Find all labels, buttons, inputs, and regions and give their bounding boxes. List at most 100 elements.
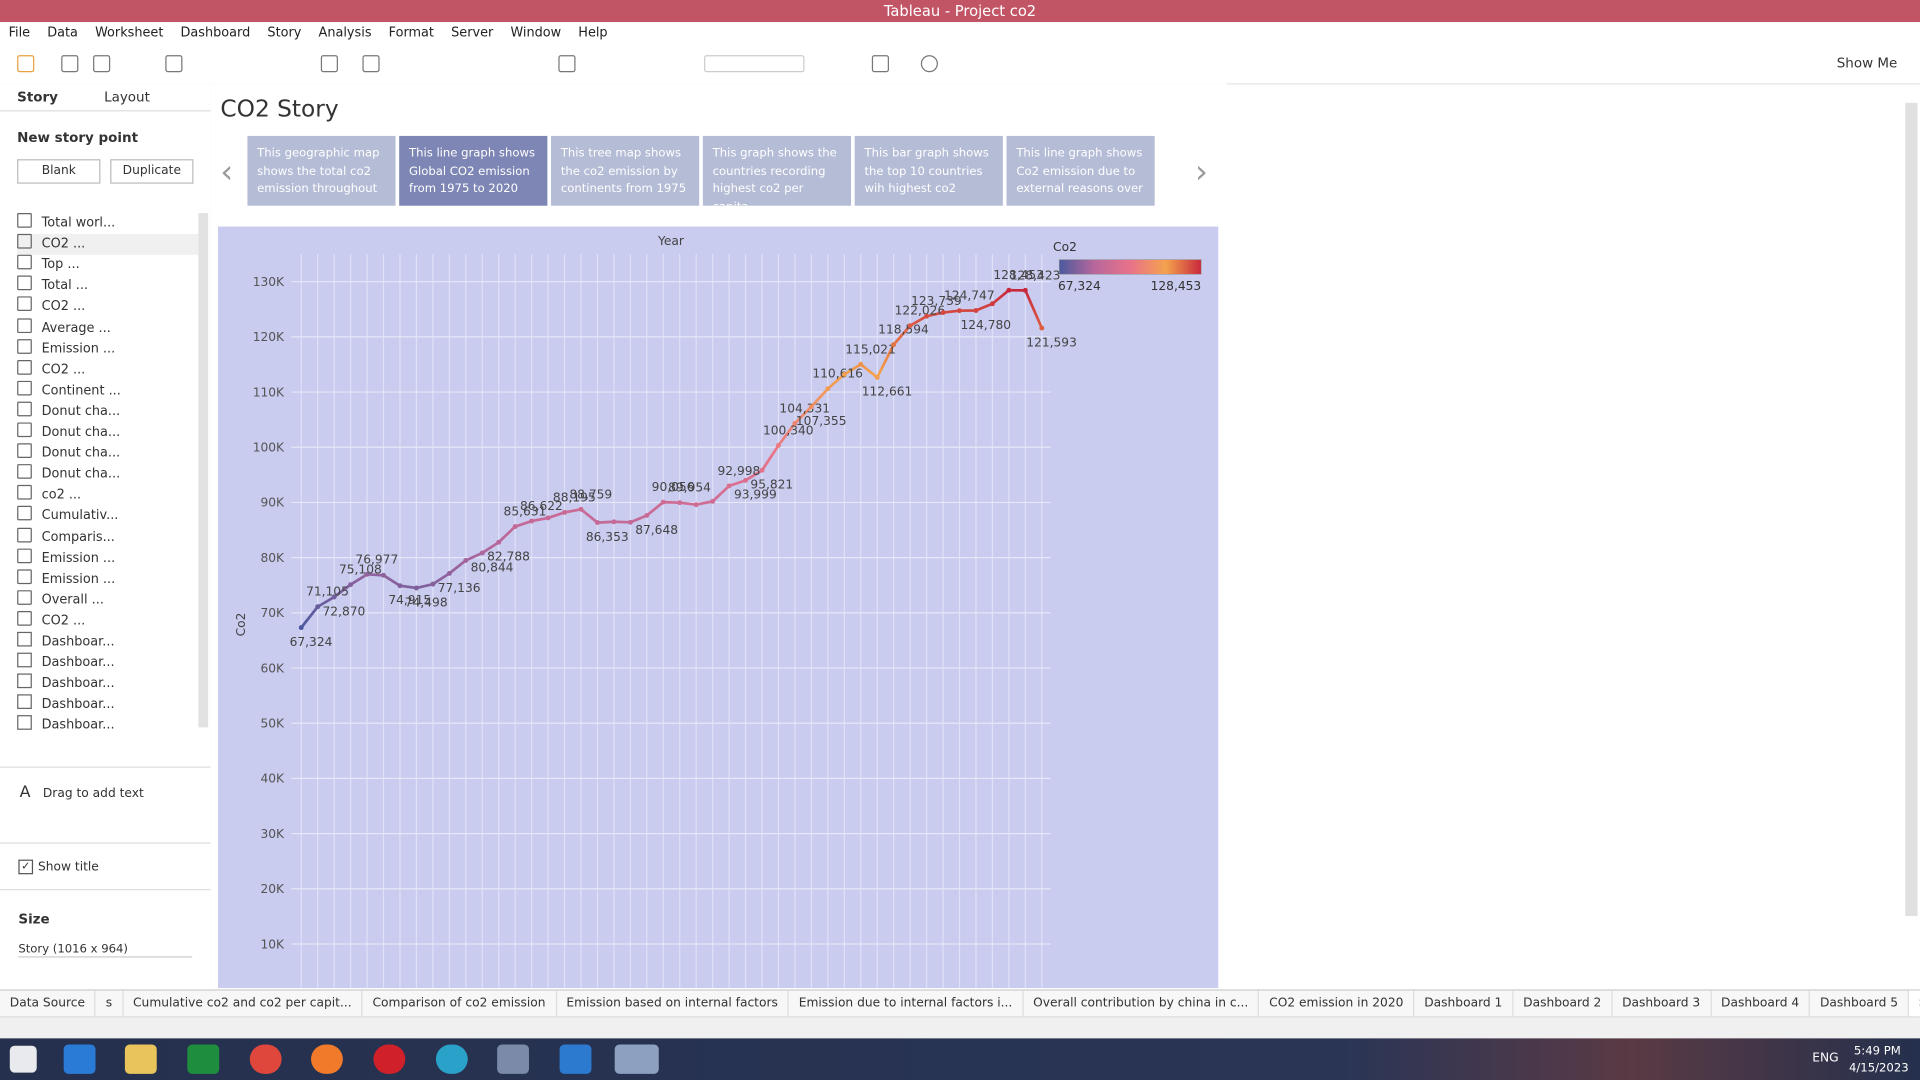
sheet-item[interactable]: co2 ... [17,485,198,506]
sheet-name: Donut cha... [41,466,121,482]
language[interactable]: ENG [1812,1051,1839,1066]
data-point [957,308,962,314]
new-sheet[interactable] [320,55,338,73]
dashboard-item[interactable]: Dashboar... [17,673,198,695]
sheet-tab[interactable]: CO2 emission in 2020 [1259,990,1415,1018]
story-point[interactable]: This graph shows the countries recording… [702,135,852,206]
edge[interactable] [435,1044,468,1074]
sheet-tab[interactable]: Emission based on internal factors [557,990,789,1018]
dashboard-item[interactable]: Dashboar... [17,652,198,674]
store[interactable] [187,1044,220,1074]
clock-date[interactable]: 4/15/2023 [1848,1061,1909,1076]
menu-item[interactable]: Server [451,25,494,41]
story-point[interactable]: This bar graph shows the top 10 countrie… [854,135,1003,206]
menu-item[interactable]: Worksheet [95,25,164,41]
app[interactable] [497,1044,529,1074]
sheet-item[interactable]: Total ... [17,275,198,297]
sheet-tab[interactable]: Dashboard 4 [1711,990,1811,1018]
tableau-icon[interactable] [17,55,35,73]
show-me[interactable]: Show Me [1836,55,1898,72]
sheet-tab[interactable]: Emission due to internal factors i... [789,990,1024,1018]
menu-item[interactable]: File [8,25,31,41]
sheet-icon [17,213,32,228]
blank-button[interactable]: Blank [17,159,101,184]
tableau-app[interactable] [614,1044,659,1074]
undo[interactable] [61,55,79,73]
sheet-item[interactable]: Total worl... [17,213,198,234]
sheet-tab[interactable]: Data Source [0,990,97,1018]
sheet-item[interactable]: Donut cha... [17,422,198,443]
sheet-item[interactable]: Comparis... [17,527,198,548]
sheet-tab[interactable]: Comparison of co2 emission [363,990,557,1018]
story-point[interactable]: This tree map shows the co2 emission by … [551,135,700,206]
sheet-tab[interactable]: s [96,990,124,1018]
dashboard-item[interactable]: Dashboar... [17,715,198,737]
story-point[interactable]: This line graph shows Global CO2 emissio… [399,135,548,206]
sheet-item[interactable]: Overall ... [17,589,198,611]
sheet-icon [17,296,32,312]
clock-time[interactable]: 5:49 PM [1853,1044,1901,1058]
sheet-item[interactable]: CO2 ... [17,610,198,632]
sheet-tab[interactable]: Dashboard 5 [1810,990,1910,1018]
sheet-item[interactable]: Emission ... [17,548,198,569]
sheet-item[interactable]: CO2 ... [17,359,198,381]
sheet-item[interactable]: Donut cha... [17,401,198,422]
sheet-item[interactable]: CO2 ... [17,296,198,318]
sheet-item[interactable]: Donut cha... [17,464,198,485]
divider [0,766,211,768]
drag-text[interactable]: Drag to add text [42,787,144,801]
prev-arrow[interactable]: ‹ [220,154,234,192]
dashboard-item[interactable]: Dashboar... [17,694,198,716]
menu-item[interactable]: Window [510,25,562,41]
next-arrow[interactable]: › [1195,154,1208,192]
show-title-checkbox[interactable]: ✓ [18,859,34,875]
fit-dropdown[interactable] [704,55,805,73]
text-icon: A [19,783,31,803]
story-point[interactable]: This geographic map shows the total co2 … [247,135,396,206]
sheet-tab[interactable]: Dashboard 3 [1612,990,1712,1018]
highlight[interactable] [558,55,576,73]
redo[interactable] [93,55,111,73]
menu-item[interactable]: Dashboard [180,25,251,41]
dashboard-item[interactable]: Dashboar... [17,631,198,653]
sheet-tab[interactable]: Dashboard 1 [1414,990,1514,1018]
presentation[interactable] [871,55,889,73]
menu-item[interactable]: Help [578,25,608,41]
sheet-item[interactable]: Emission ... [17,338,198,360]
menu-item[interactable]: Format [388,25,434,41]
data-point [364,571,370,577]
opera[interactable] [373,1044,406,1074]
data-point [627,519,633,525]
divider [0,888,211,891]
duplicate[interactable] [362,55,380,73]
sheet-tab[interactable]: Story 1 [1909,990,1920,1018]
firefox[interactable] [311,1044,343,1074]
sheet-item[interactable]: Emission ... [17,569,198,590]
vscode[interactable] [559,1044,592,1074]
sheet-item[interactable]: Average ... [17,317,198,339]
menu-item[interactable]: Story [267,25,302,41]
story-point[interactable]: This line graph shows Co2 emission due t… [1006,135,1155,206]
start-button[interactable] [9,1045,37,1073]
chrome[interactable] [249,1044,282,1074]
sheet-item[interactable]: Top ... [17,254,198,276]
duplicate-button[interactable]: Duplicate [110,159,194,184]
menu-item[interactable]: Data [47,25,78,41]
sheet-item[interactable]: Continent ... [17,380,198,402]
share[interactable] [920,55,938,73]
dashboard-icon [17,694,32,710]
menu-item[interactable]: Analysis [318,25,372,41]
sheet-tab[interactable]: Dashboard 2 [1513,990,1613,1018]
edge-legacy[interactable] [63,1044,96,1074]
layout-tab[interactable]: Layout [104,89,150,106]
y-tick-label: 70K [260,606,285,620]
explorer[interactable] [124,1044,157,1074]
sheet-tab[interactable]: Overall contribution by china in c... [1023,990,1260,1018]
save[interactable] [165,55,183,73]
size-dropdown[interactable]: Story (1016 x 964) [18,943,193,958]
sheet-item[interactable]: Donut cha... [17,443,198,464]
sheet-tab[interactable]: Cumulative co2 and co2 per capit... [123,990,363,1018]
sheet-item[interactable]: Cumulativ... [17,506,198,527]
story-tab[interactable]: Story [17,89,58,106]
sheet-item[interactable]: CO2 ... [17,233,199,255]
